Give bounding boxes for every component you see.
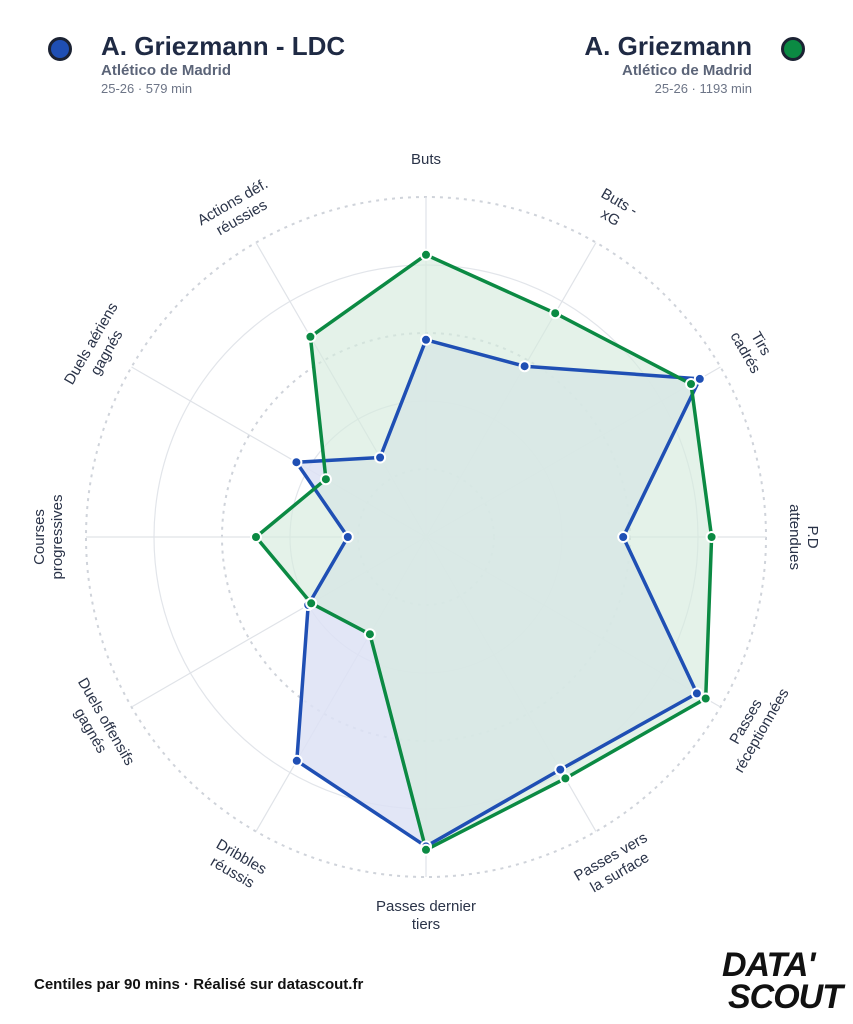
- series-2-point: [705, 531, 718, 543]
- series-1-point: [554, 763, 567, 776]
- footer-note: Centiles par 90 mins · Réalisé sur datas…: [34, 976, 364, 993]
- series-2-point: [699, 692, 712, 705]
- series-2-point: [549, 307, 562, 320]
- player-1-header: A. Griezmann - LDC Atlético de Madrid 25…: [48, 30, 345, 98]
- axis-label: Buts: [411, 151, 441, 168]
- axis-label: Passes versla surface: [571, 829, 659, 900]
- player-1-name: A. Griezmann - LDC: [101, 31, 346, 61]
- series-2-point: [559, 772, 572, 785]
- player-2-color-dot: [781, 37, 805, 61]
- series-2-point: [319, 473, 332, 486]
- axis-label: Passesréceptionnées: [715, 677, 792, 776]
- player-1-team: Atlético de Madrid: [101, 62, 232, 79]
- series-2-point: [363, 628, 376, 641]
- series-2-point: [304, 330, 317, 343]
- player-1-color-dot: [48, 37, 72, 61]
- datascout-logo: DATA' SCOUT: [722, 946, 843, 1014]
- series-1-point: [420, 333, 432, 346]
- player-2-team: Atlético de Madrid: [621, 62, 752, 79]
- series-1-point: [374, 451, 387, 464]
- logo-line-1: DATA': [722, 946, 815, 984]
- series-1-point: [690, 687, 703, 700]
- axis-label: Dribblesréussis: [204, 836, 269, 894]
- player-1-meta: 25-26 · 579 min: [101, 81, 193, 96]
- axis-label: Duels offensifsgagnés: [58, 675, 137, 777]
- series-2-point: [685, 378, 697, 390]
- series-2-point: [420, 843, 432, 856]
- axis-label: Buts -xG: [589, 185, 640, 235]
- axis-label: Tirscadrés: [727, 320, 780, 376]
- axis-label: P.Dattendues: [786, 504, 821, 570]
- series-1-point: [693, 372, 706, 385]
- player-2-meta: 25-26 · 1193 min: [654, 81, 752, 96]
- axis-label: Actions déf.réussies: [195, 175, 280, 245]
- series-area-2: [256, 254, 712, 850]
- axis-label: Passes dernier tiers: [376, 898, 476, 933]
- series-2-point: [420, 248, 432, 261]
- logo-line-2: SCOUT: [728, 978, 843, 1016]
- axis-label: Coursesprogressives: [31, 494, 66, 579]
- series-1-point: [617, 531, 630, 543]
- series-1-point: [290, 456, 303, 469]
- series-1-point: [290, 754, 303, 767]
- series-1-point: [518, 360, 531, 373]
- player-2-name: A. Griezmann: [584, 31, 752, 61]
- player-2-header: A. Griezmann Atlético de Madrid 25-26 · …: [584, 30, 805, 98]
- series-2-point: [305, 597, 318, 610]
- series-2-point: [250, 531, 262, 543]
- series-1-point: [341, 531, 354, 543]
- axis-label: Duels aériensgagnés: [61, 300, 137, 397]
